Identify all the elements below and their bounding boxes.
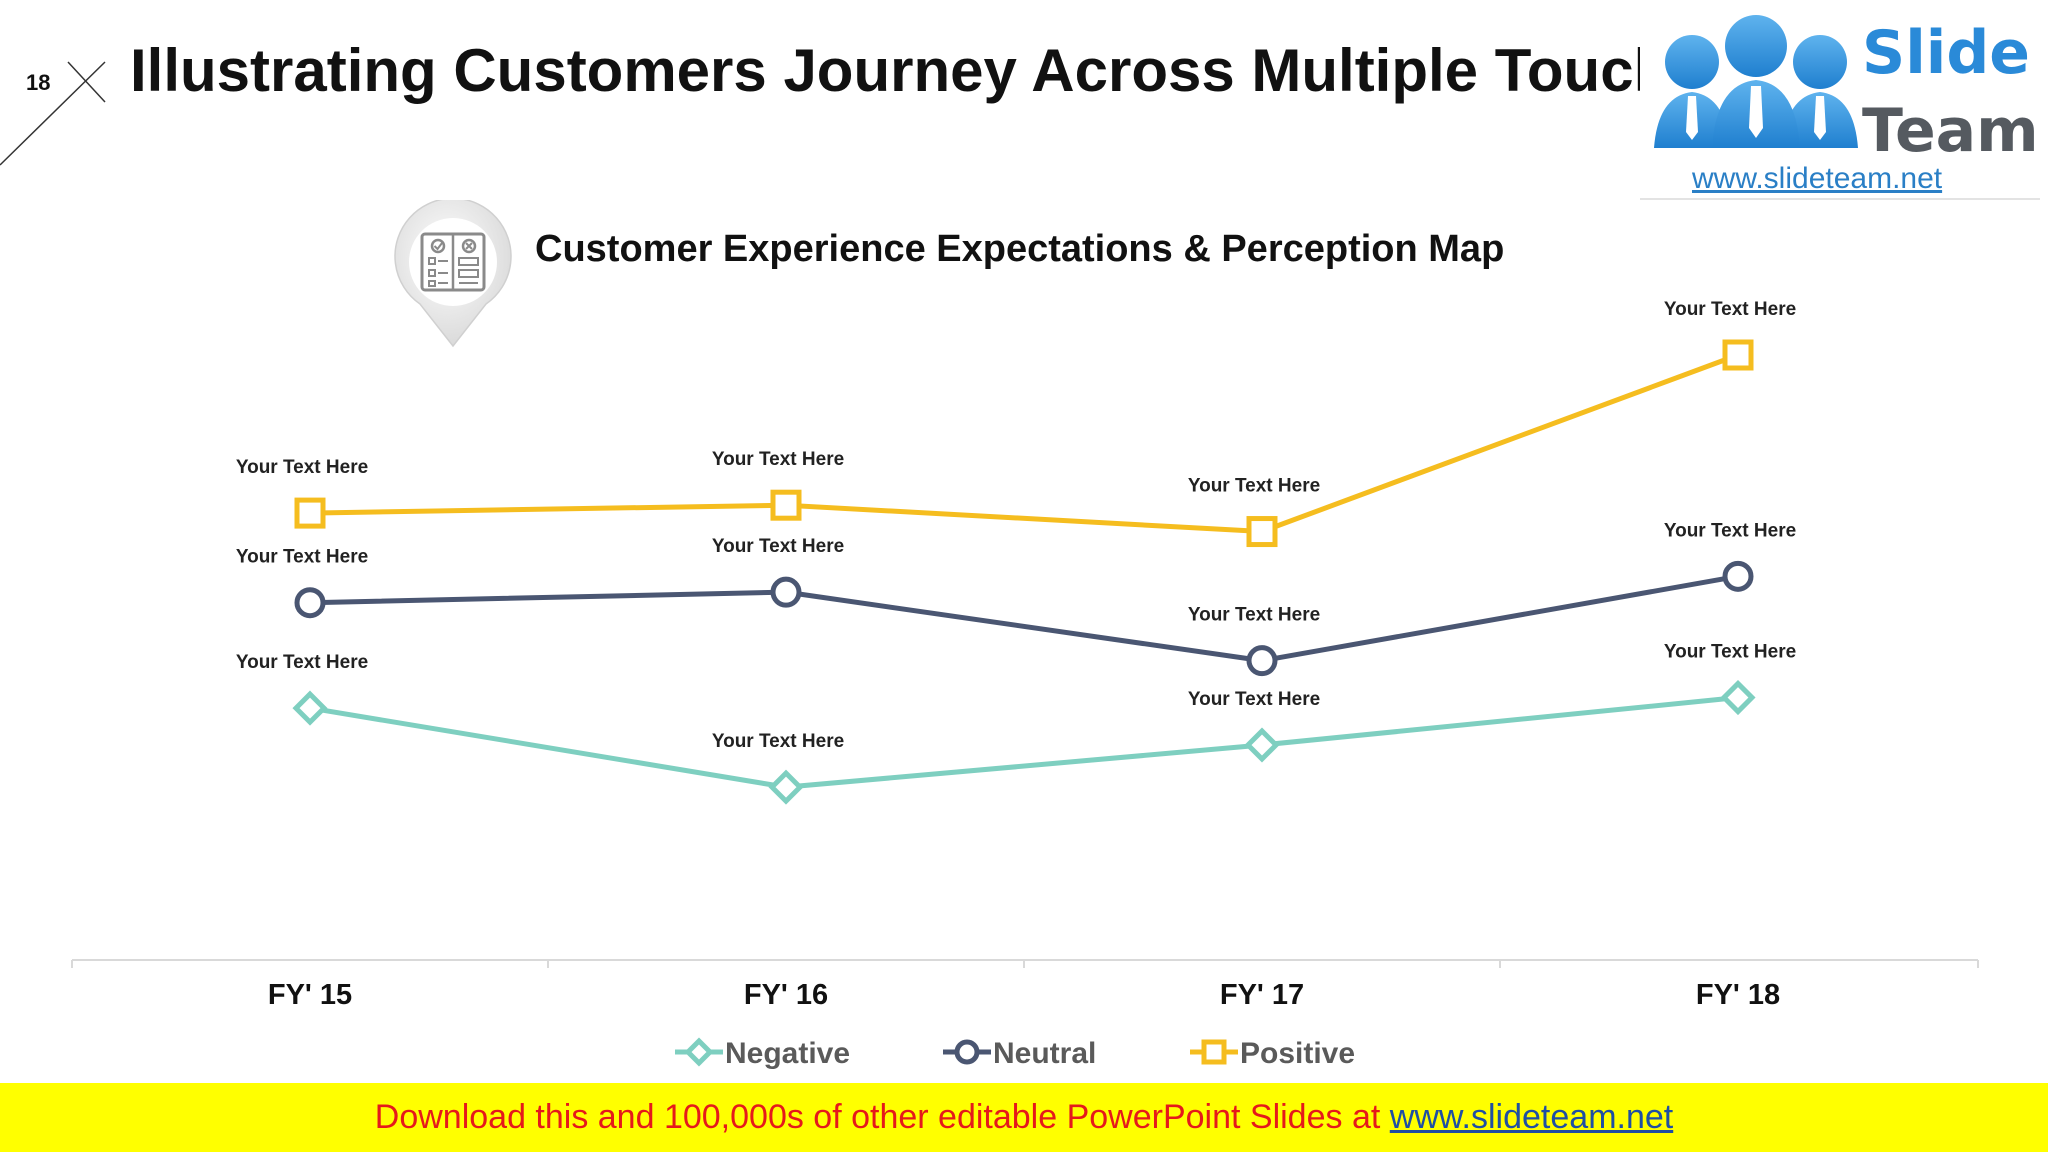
- data-label: Your Text Here: [1664, 299, 1796, 320]
- logo-url-link[interactable]: www.slideteam.net: [1692, 162, 1943, 195]
- legend-label-positive: Positive: [1240, 1037, 1355, 1070]
- logo[interactable]: Slide Team www.slideteam.net: [1640, 0, 2040, 200]
- logo-word-slide: Slide: [1862, 18, 2030, 88]
- data-label: Your Text Here: [236, 652, 368, 673]
- legend-marker-positive: [1201, 1039, 1227, 1065]
- line-chart: FY' 15 FY' 16 FY' 17 FY' 18 Your Text Here Yo…: [71, 299, 1979, 1070]
- data-point-negative: [292, 690, 328, 726]
- x-tick-label: FY' 17: [1220, 979, 1304, 1011]
- data-label: Your Text Here: [1664, 642, 1796, 663]
- checklist-pin-icon: [394, 200, 512, 348]
- data-point-positive: [1246, 516, 1278, 548]
- legend-marker-neutral: [954, 1039, 980, 1065]
- footer-link[interactable]: www.slideteam.net: [1389, 1098, 1674, 1136]
- footer-text: Download this and 100,000s of other edit…: [0, 1083, 2048, 1152]
- data-label: Your Text Here: [1664, 520, 1796, 541]
- legend-marker-negative: [684, 1037, 714, 1067]
- logo-word-team: Team: [1862, 96, 2039, 166]
- data-label: Your Text Here: [712, 536, 844, 557]
- data-point-negative: [768, 769, 804, 805]
- series-line-neutral: [309, 573, 1739, 664]
- people-logo-icon: [1654, 15, 1858, 148]
- chart-title: Customer Experience Expectations & Perce…: [535, 228, 1505, 270]
- data-point-neutral: [294, 587, 326, 619]
- data-point-positive: [770, 489, 802, 521]
- data-label: Your Text Here: [236, 547, 368, 568]
- legend-label-negative: Negative: [725, 1037, 850, 1070]
- slide-title: Illustrating Customers Journey Across Mu…: [130, 37, 1851, 104]
- data-point-positive: [294, 497, 326, 529]
- data-point-neutral: [1246, 645, 1278, 677]
- data-point-positive: [1722, 339, 1754, 371]
- data-label: Your Text Here: [1188, 476, 1320, 497]
- data-point-neutral: [770, 576, 802, 608]
- series-line-negative: [309, 695, 1739, 790]
- data-point-negative: [1244, 727, 1280, 763]
- footer-message: Download this and 100,000s of other edit…: [374, 1098, 1390, 1136]
- slide-number: 18: [26, 70, 51, 95]
- data-point-neutral: [1722, 560, 1754, 592]
- x-tick-label: FY' 18: [1696, 979, 1780, 1011]
- data-label: Your Text Here: [712, 449, 844, 470]
- data-label: Your Text Here: [236, 457, 368, 478]
- legend-label-neutral: Neutral: [993, 1037, 1096, 1070]
- data-label: Your Text Here: [712, 731, 844, 752]
- corner-decoration: [0, 61, 106, 166]
- data-label: Your Text Here: [1188, 689, 1320, 710]
- series-line-positive: [309, 352, 1739, 535]
- footer-banner: Download this and 100,000s of other edit…: [0, 1083, 2048, 1152]
- data-label: Your Text Here: [1188, 605, 1320, 626]
- data-point-negative: [1720, 680, 1756, 716]
- x-tick-label: FY' 16: [744, 979, 828, 1011]
- x-tick-label: FY' 15: [268, 979, 352, 1011]
